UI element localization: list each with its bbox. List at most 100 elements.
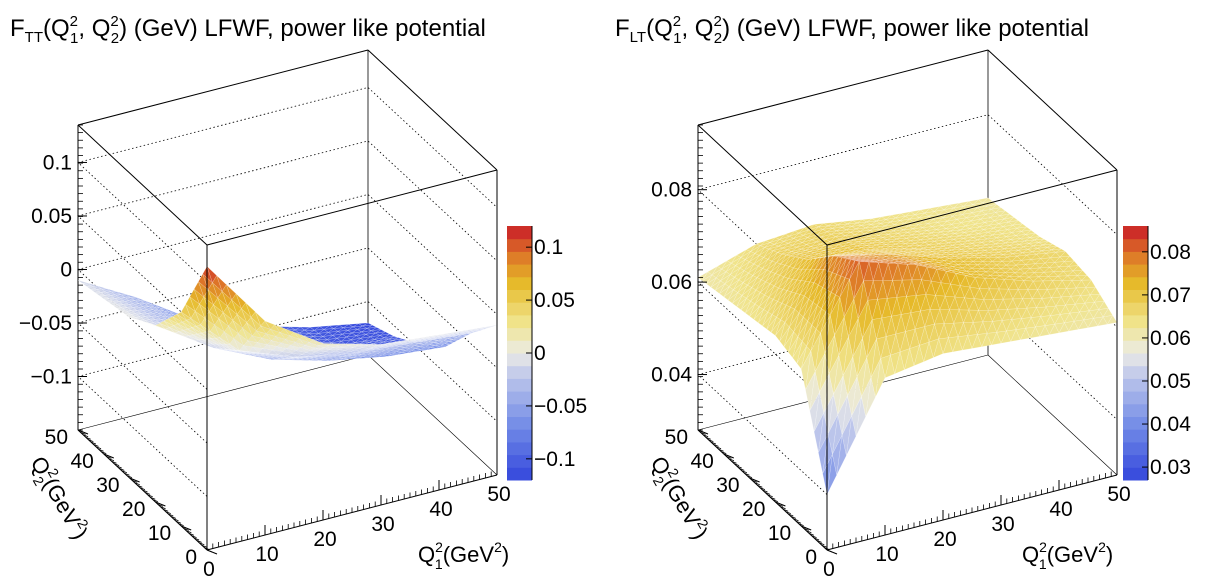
surface-facet <box>754 247 765 256</box>
surface-facet <box>317 332 330 337</box>
surface-facet <box>448 331 459 334</box>
surface-facet <box>776 305 787 321</box>
surface-facet <box>1042 243 1053 248</box>
surface-facet <box>384 335 394 340</box>
surface-facet <box>883 261 894 264</box>
surface-facet <box>968 255 979 259</box>
colorbar-swatch <box>1123 429 1148 443</box>
surface-facet <box>869 259 880 261</box>
surface-facet <box>77 279 88 284</box>
surface-facet <box>811 308 822 330</box>
y-minor-tick <box>173 518 179 522</box>
surface-facet <box>96 289 107 293</box>
y-minor-tick <box>736 465 742 469</box>
surface-facet <box>410 338 421 341</box>
surface-facet <box>1035 297 1047 308</box>
surface-facet <box>929 206 941 212</box>
surface-facet <box>832 435 843 476</box>
surface-facet <box>356 331 367 336</box>
colorbar-swatch <box>1123 340 1148 354</box>
surface-facet <box>763 250 774 260</box>
surface-facet <box>784 308 795 328</box>
surface-facet <box>100 292 111 296</box>
surface-facet <box>854 260 865 262</box>
surface-facet <box>221 284 232 301</box>
surface-facet <box>898 260 909 264</box>
surface-facet <box>306 355 317 357</box>
surface-facet <box>289 326 302 331</box>
surface-facet <box>921 266 932 282</box>
surface-facet <box>958 257 970 262</box>
surface-facet <box>259 353 270 356</box>
surface-facet <box>438 340 449 344</box>
x-axis-label: Q2 1(GeV2) <box>418 539 509 572</box>
surface-facet <box>387 343 398 346</box>
surface-facet <box>1000 330 1012 344</box>
surface-facet <box>972 261 984 266</box>
surface-facet <box>1058 322 1070 334</box>
surface-facet <box>430 345 441 349</box>
surface-facet <box>906 295 917 314</box>
y-minor-tick <box>798 523 804 526</box>
surface-facet <box>261 337 272 345</box>
surface-facet <box>1088 309 1100 319</box>
z-tick-label: 0.05 <box>31 205 72 228</box>
surface-facet <box>877 253 888 256</box>
surface-facet <box>202 265 213 284</box>
surface-facet <box>1033 271 1045 278</box>
surface-facet <box>804 282 815 300</box>
surface-facet <box>891 235 903 240</box>
surface-facet <box>125 314 136 318</box>
surface-facet <box>761 261 773 271</box>
surface-facet <box>372 354 383 358</box>
surface-facet <box>827 256 838 273</box>
box-edge <box>77 49 369 126</box>
surface-facet <box>1034 316 1046 328</box>
surface-facet <box>914 212 926 218</box>
surface-facet <box>392 343 403 346</box>
surface-facet <box>991 257 1003 262</box>
y-minor-tick <box>808 532 815 536</box>
surface-facet <box>883 250 894 253</box>
surface-facet <box>357 343 368 347</box>
box-edge <box>697 124 828 246</box>
surface-facet <box>754 294 765 308</box>
surface-facet <box>739 261 750 271</box>
axis-box <box>77 49 498 497</box>
surface-facet <box>112 304 123 309</box>
surface-facet <box>783 267 794 279</box>
surface-facet <box>826 252 837 257</box>
surface-facet <box>958 200 970 207</box>
surface-facet <box>992 226 1004 232</box>
surface-facet <box>285 348 297 354</box>
surface-facet <box>153 309 163 314</box>
colorbar-swatch <box>507 429 532 443</box>
surface-facet <box>115 294 126 299</box>
y-minor-tick <box>116 465 122 469</box>
y-minor-tick <box>806 530 812 534</box>
surface-facet <box>144 303 155 308</box>
surface-facet <box>790 252 801 257</box>
surface-facet <box>950 222 962 228</box>
y-minor-tick <box>103 453 109 457</box>
surface-facet <box>325 350 335 354</box>
z-tick-label: −0.05 <box>19 312 72 335</box>
surface-facet <box>811 257 822 260</box>
surface-facet <box>876 242 887 246</box>
surface-facet <box>986 203 998 210</box>
surface-facet <box>979 288 990 301</box>
surface-facet <box>139 303 149 308</box>
surface-facet <box>401 350 412 353</box>
surface-facet <box>139 319 150 324</box>
surface-facet <box>356 352 366 355</box>
surface-facet <box>1071 275 1083 281</box>
y-minor-tick <box>108 458 115 462</box>
x-tick-label: 10 <box>875 543 898 566</box>
box-edge <box>987 354 1118 476</box>
surface-facet <box>774 274 785 287</box>
surface-facet <box>899 257 910 261</box>
surface-facet <box>200 317 211 332</box>
surface-facet <box>411 338 421 341</box>
y-tick-label: 30 <box>96 474 119 497</box>
